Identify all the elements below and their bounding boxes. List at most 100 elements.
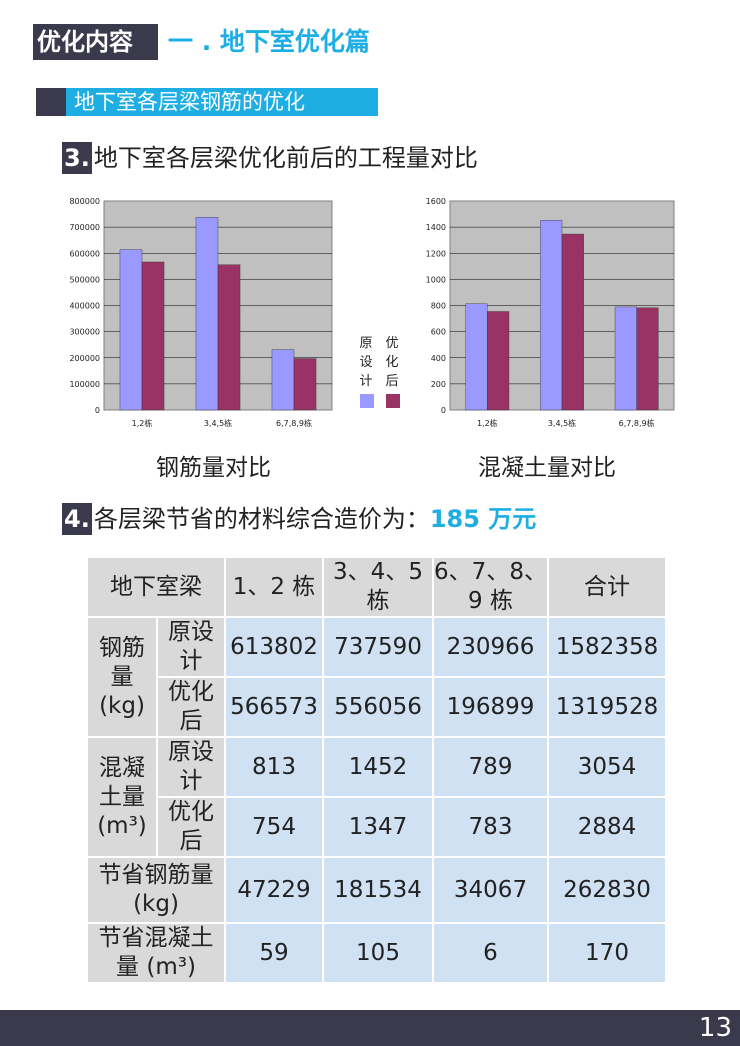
subheading-banner [66,88,378,116]
table-row: 混凝土量 (m³) 原设计 813 1452 789 3054 [88,738,665,856]
table-cell: 262830 [549,858,665,922]
concrete-chart-caption: 混凝土量对比 [478,455,616,481]
table-cell: 3054 [549,738,665,796]
table-cell: 2884 [549,798,665,856]
y-tick-label: 200 [431,380,446,389]
table-cell: 754 [226,798,322,856]
section-4-number: 4. [62,503,92,535]
table-cell: 813 [226,738,322,796]
y-tick-label: 800000 [69,197,100,206]
x-tick-label: 1,2栋 [132,418,153,428]
y-tick-label: 1400 [426,223,446,232]
x-tick-label: 6,7,8,9栋 [276,418,312,428]
section-label: 优化内容 [33,24,158,60]
bar [293,358,317,411]
table-row: 节省混凝土量 (m³) 59 105 6 170 [88,924,665,982]
table-cell: 105 [324,924,432,982]
legend-original-swatch [360,394,374,408]
y-tick-label: 200000 [69,354,100,363]
y-tick-label: 400 [431,354,446,363]
section-4-text: 各层梁节省的材料综合造价为： [93,505,430,533]
row-group-label: 混凝土量 (m³) [88,738,156,856]
bar [271,349,295,411]
table-cell: 1582358 [549,618,665,676]
section-4-heading: 4. 各层梁节省的材料综合造价为：185 万元 [62,503,536,535]
table-cell: 34067 [434,858,547,922]
bar [195,217,219,411]
table-cell: 1452 [324,738,432,796]
table-row: 优化后 754 1347 783 2884 [88,798,665,856]
legend-optimized-swatch [386,394,400,408]
bar [487,311,510,411]
row-group-label: 钢筋量 (kg) [88,618,156,736]
total-savings-value: 185 万元 [429,505,537,533]
table-cell: 47229 [226,858,322,922]
row-label: 原设计 [158,738,224,796]
table-cell: 230966 [434,618,547,676]
table-cell: 1347 [324,798,432,856]
x-tick-label: 1,2栋 [477,418,498,428]
table-header-row: 地下室梁 1、2 栋 3、4、5 栋 6、7、8、9 栋 合计 [88,558,665,616]
bar [465,303,488,411]
bar [636,307,659,411]
table-cell: 181534 [324,858,432,922]
y-tick-label: 800 [431,302,446,311]
y-tick-label: 600000 [69,249,100,258]
header-cell: 合计 [549,558,665,616]
table-cell: 737590 [324,618,432,676]
legend-optimized-label: 优化后 [385,336,399,389]
legend-original-label: 原设计 [359,336,373,389]
y-tick-label: 500000 [69,275,100,284]
bar [141,261,165,411]
y-tick-label: 300000 [69,328,100,337]
section-3-text: 地下室各层梁优化前后的工程量对比 [93,144,478,172]
bar [614,306,637,411]
x-tick-label: 6,7,8,9栋 [619,418,655,428]
table-cell: 789 [434,738,547,796]
table-cell: 59 [226,924,322,982]
table-cell: 6 [434,924,547,982]
section-3-number: 3. [62,142,92,174]
header-cell: 地下室梁 [88,558,224,616]
steel-chart: 0 100000 200000 300000 400000 500000 600000 700… [69,197,333,428]
section-3-heading: 3. 地下室各层梁优化前后的工程量对比 [62,142,478,174]
y-tick-label: 1000 [426,275,446,284]
footer-bar [0,1010,740,1046]
header-cell: 6、7、8、9 栋 [434,558,547,616]
steel-chart-caption: 钢筋量对比 [156,455,271,481]
table-row: 钢筋量 (kg) 原设计 613802 737590 230966 158235… [88,618,665,736]
y-tick-label: 100000 [69,380,100,389]
y-tick-label: 600 [431,328,446,337]
table-cell: 196899 [434,678,547,736]
header-cell: 1、2 栋 [226,558,322,616]
table-cell: 1319528 [549,678,665,736]
chart-legend: 原设计 优化后 [356,334,406,414]
quantity-table: 地下室梁 1、2 栋 3、4、5 栋 6、7、8、9 栋 合计 钢筋量 (kg)… [86,556,667,984]
table-cell: 566573 [226,678,322,736]
y-tick-label: 400000 [69,302,100,311]
subheading-marker [36,88,66,116]
page-title: 一 . 地下室优化篇 [168,27,370,56]
x-tick-label: 3,4,5栋 [204,418,232,428]
row-label: 优化后 [158,678,224,736]
y-tick-label: 1600 [426,197,446,206]
header-cell: 3、4、5 栋 [324,558,432,616]
bar [540,220,563,411]
y-tick-label: 1200 [426,249,446,258]
table-cell: 783 [434,798,547,856]
y-tick-label: 0 [95,406,100,415]
bar [119,249,143,411]
row-label: 节省钢筋量 (kg) [88,858,224,922]
table-cell: 170 [549,924,665,982]
bar [217,264,241,411]
table-cell: 556056 [324,678,432,736]
y-tick-label: 0 [441,406,446,415]
x-tick-label: 3,4,5栋 [548,418,576,428]
row-label: 原设计 [158,618,224,676]
subheading: 地下室各层梁钢筋的优化 [74,90,305,114]
table-cell: 613802 [226,618,322,676]
page-number: 13 [698,1013,732,1043]
row-label: 优化后 [158,798,224,856]
row-label: 节省混凝土量 (m³) [88,924,224,982]
concrete-chart: 0 200 400 600 800 1000 1200 1400 1600 1,2栋 3,4,5栋 6… [426,197,675,428]
